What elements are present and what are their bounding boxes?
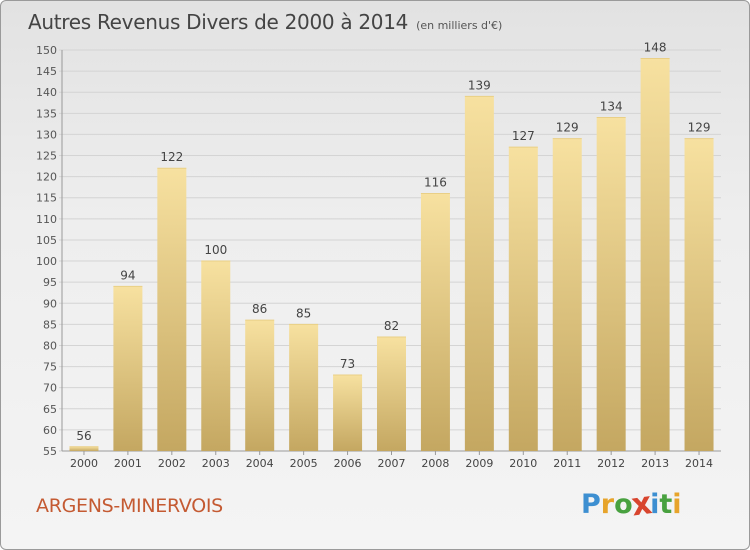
bar (377, 337, 406, 451)
bar (508, 147, 538, 451)
bar-value-label: 122 (160, 150, 183, 164)
x-tick-label: 2008 (421, 457, 449, 470)
bar (201, 261, 231, 451)
bar (333, 375, 363, 451)
bar-value-label: 148 (644, 40, 667, 54)
bar (552, 138, 582, 452)
chart-title-unit: (en milliers d'€) (416, 19, 503, 32)
y-tick-label: 150 (36, 44, 57, 57)
logo-letter: x (628, 485, 654, 524)
x-tick-label: 2005 (290, 457, 318, 470)
y-tick-label: 100 (36, 255, 57, 268)
bar-value-label: 127 (512, 129, 535, 143)
bar-value-label: 85 (296, 306, 311, 320)
bar (596, 117, 626, 452)
bar (289, 324, 319, 451)
bar-value-label: 129 (688, 121, 711, 135)
y-tick-label: 145 (36, 65, 57, 78)
x-tick-label: 2009 (465, 457, 493, 470)
y-tick-label: 110 (36, 213, 57, 226)
bar (157, 168, 187, 452)
bar (245, 320, 275, 451)
chart-title: Autres Revenus Divers de 2000 à 2014 (en … (28, 10, 502, 34)
x-tick-label: 2012 (597, 457, 625, 470)
y-tick-label: 115 (36, 192, 57, 205)
bar-value-label: 73 (340, 357, 355, 371)
bar-value-label: 82 (384, 319, 399, 333)
y-tick-label: 65 (43, 403, 57, 416)
x-tick-label: 2001 (114, 457, 142, 470)
x-tick-label: 2010 (509, 457, 537, 470)
y-tick-label: 105 (36, 234, 57, 247)
y-tick-label: 95 (43, 276, 57, 289)
bar-value-label: 56 (76, 429, 91, 443)
x-tick-label: 2004 (246, 457, 274, 470)
y-tick-label: 60 (43, 424, 57, 437)
x-tick-label: 2011 (553, 457, 581, 470)
chart-title-text: Autres Revenus Divers de 2000 à 2014 (28, 10, 409, 34)
bar-value-label: 86 (252, 302, 267, 316)
bar-value-label: 129 (556, 121, 579, 135)
proxiti-logo: Proxiti (581, 485, 682, 523)
y-tick-label: 55 (43, 445, 57, 458)
bar (684, 138, 714, 452)
bar (464, 96, 494, 451)
logo-letter: i (672, 489, 682, 520)
y-tick-label: 75 (43, 361, 57, 374)
logo-letter: r (600, 489, 615, 520)
logo-letter: i (650, 489, 660, 520)
bar-value-label: 116 (424, 176, 447, 190)
bar-value-label: 94 (120, 268, 135, 282)
x-tick-label: 2006 (334, 457, 362, 470)
x-tick-label: 2013 (641, 457, 669, 470)
y-tick-label: 120 (36, 171, 57, 184)
y-tick-label: 135 (36, 107, 57, 120)
y-tick-label: 125 (36, 150, 57, 163)
x-tick-label: 2007 (378, 457, 406, 470)
y-tick-label: 90 (43, 297, 57, 310)
bar-value-label: 134 (600, 100, 623, 114)
y-tick-label: 85 (43, 318, 57, 331)
logo-letter: o (614, 489, 633, 520)
bar (420, 193, 450, 451)
y-tick-label: 70 (43, 382, 57, 395)
logo-letter: t (659, 489, 673, 520)
bar (113, 286, 143, 451)
x-tick-label: 2014 (685, 457, 713, 470)
logo-letter: P (581, 489, 601, 520)
bar-value-label: 100 (204, 243, 227, 257)
x-tick-label: 2003 (202, 457, 230, 470)
x-tick-label: 2000 (70, 457, 98, 470)
bar (69, 446, 99, 451)
y-tick-label: 130 (36, 128, 57, 141)
y-tick-label: 140 (36, 86, 57, 99)
y-tick-label: 80 (43, 339, 57, 352)
x-tick-label: 2002 (158, 457, 186, 470)
commune-name: ARGENS-MINERVOIS (36, 495, 223, 517)
bar-value-label: 139 (468, 78, 491, 92)
bar (640, 58, 670, 451)
